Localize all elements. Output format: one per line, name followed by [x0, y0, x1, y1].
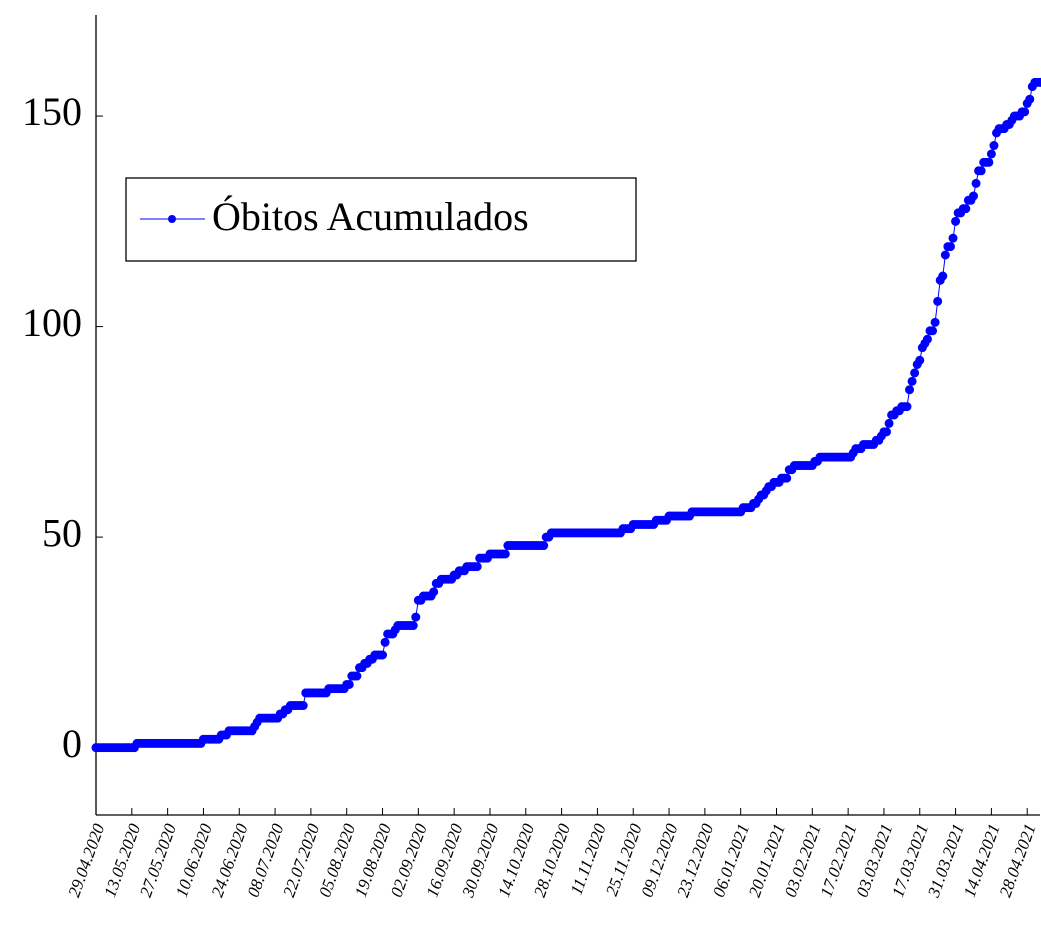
legend-label: Óbitos Acumulados	[212, 194, 529, 239]
data-point	[940, 250, 950, 260]
data-point	[968, 191, 978, 201]
data-point	[938, 271, 948, 281]
y-tick-label: 100	[22, 300, 82, 345]
data-point	[411, 612, 421, 622]
data-point	[884, 418, 894, 428]
data-point	[298, 701, 308, 711]
legend-box	[125, 177, 637, 262]
data-point	[352, 671, 362, 681]
data-point	[344, 679, 354, 689]
data-point	[905, 385, 915, 395]
data-point	[961, 204, 971, 214]
data-point	[915, 355, 925, 365]
data-point	[378, 650, 388, 660]
data-point	[989, 141, 999, 151]
data-point	[882, 427, 892, 437]
data-point	[1025, 94, 1035, 104]
data-point	[971, 178, 981, 188]
legend-marker	[168, 215, 176, 223]
data-point	[539, 541, 549, 551]
legend: Óbitos Acumulados	[125, 177, 637, 262]
data-point	[782, 473, 792, 483]
data-point	[1035, 77, 1041, 87]
data-point	[907, 376, 917, 386]
data-point	[933, 296, 943, 306]
data-point	[1020, 107, 1030, 117]
data-point	[472, 562, 482, 572]
data-point	[986, 149, 996, 159]
data-point	[429, 587, 439, 597]
data-point	[902, 402, 912, 412]
data-point	[930, 317, 940, 327]
data-point	[951, 216, 961, 226]
y-tick-label: 0	[62, 721, 82, 766]
data-point	[976, 166, 986, 176]
data-point	[500, 549, 510, 559]
y-tick-label: 150	[22, 89, 82, 134]
data-point	[984, 157, 994, 167]
data-point	[380, 637, 390, 647]
data-point	[922, 334, 932, 344]
x-tick-label: 28.04.2021	[996, 821, 1040, 899]
data-point	[408, 621, 418, 631]
data-point	[948, 233, 958, 243]
data-point	[945, 242, 955, 252]
y-tick-label: 50	[42, 510, 82, 555]
data-point	[910, 368, 920, 378]
data-point	[928, 326, 938, 336]
